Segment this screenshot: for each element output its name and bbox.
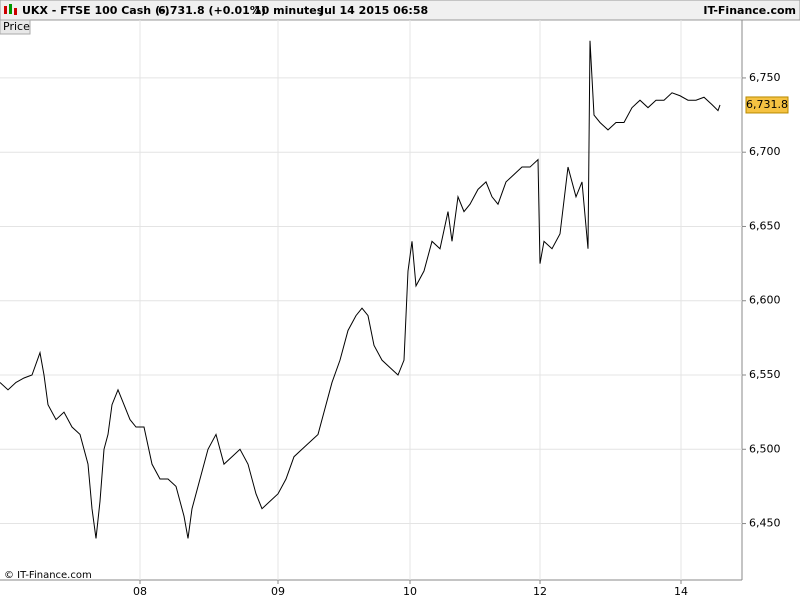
- y-tick-label: 6,700: [749, 145, 781, 158]
- y-tick-label: 6,550: [749, 368, 781, 381]
- x-tick-label: 08: [133, 585, 147, 598]
- last-price-box: [745, 96, 789, 114]
- y-tick-label: 6,450: [749, 517, 781, 530]
- y-tick-label: 6,500: [749, 442, 781, 455]
- y-tick-label: 6,600: [749, 294, 781, 307]
- x-tick-label: 12: [533, 585, 547, 598]
- y-tick-label: 6,750: [749, 71, 781, 84]
- panel-label: Price: [3, 20, 30, 33]
- quote: 6,731.8 (+0.01%): [158, 4, 266, 17]
- x-tick-label: 14: [674, 585, 688, 598]
- header-bar: [0, 0, 800, 21]
- panel-label-box: [0, 19, 31, 35]
- chart-icon: [4, 4, 17, 15]
- date: Jul 14 2015 06:58: [319, 4, 428, 17]
- price-line: [0, 40, 721, 539]
- x-tick-label: 10: [403, 585, 417, 598]
- last-price-label: 6,731.8: [746, 98, 788, 111]
- y-tick-label: 6,650: [749, 219, 781, 232]
- copyright: © IT-Finance.com: [4, 570, 92, 581]
- x-tick-label: 09: [271, 585, 285, 598]
- symbol: UKX - FTSE 100 Cash (-): [22, 4, 170, 17]
- brand: IT-Finance.com: [703, 4, 796, 17]
- interval: 10 minutes: [254, 4, 324, 17]
